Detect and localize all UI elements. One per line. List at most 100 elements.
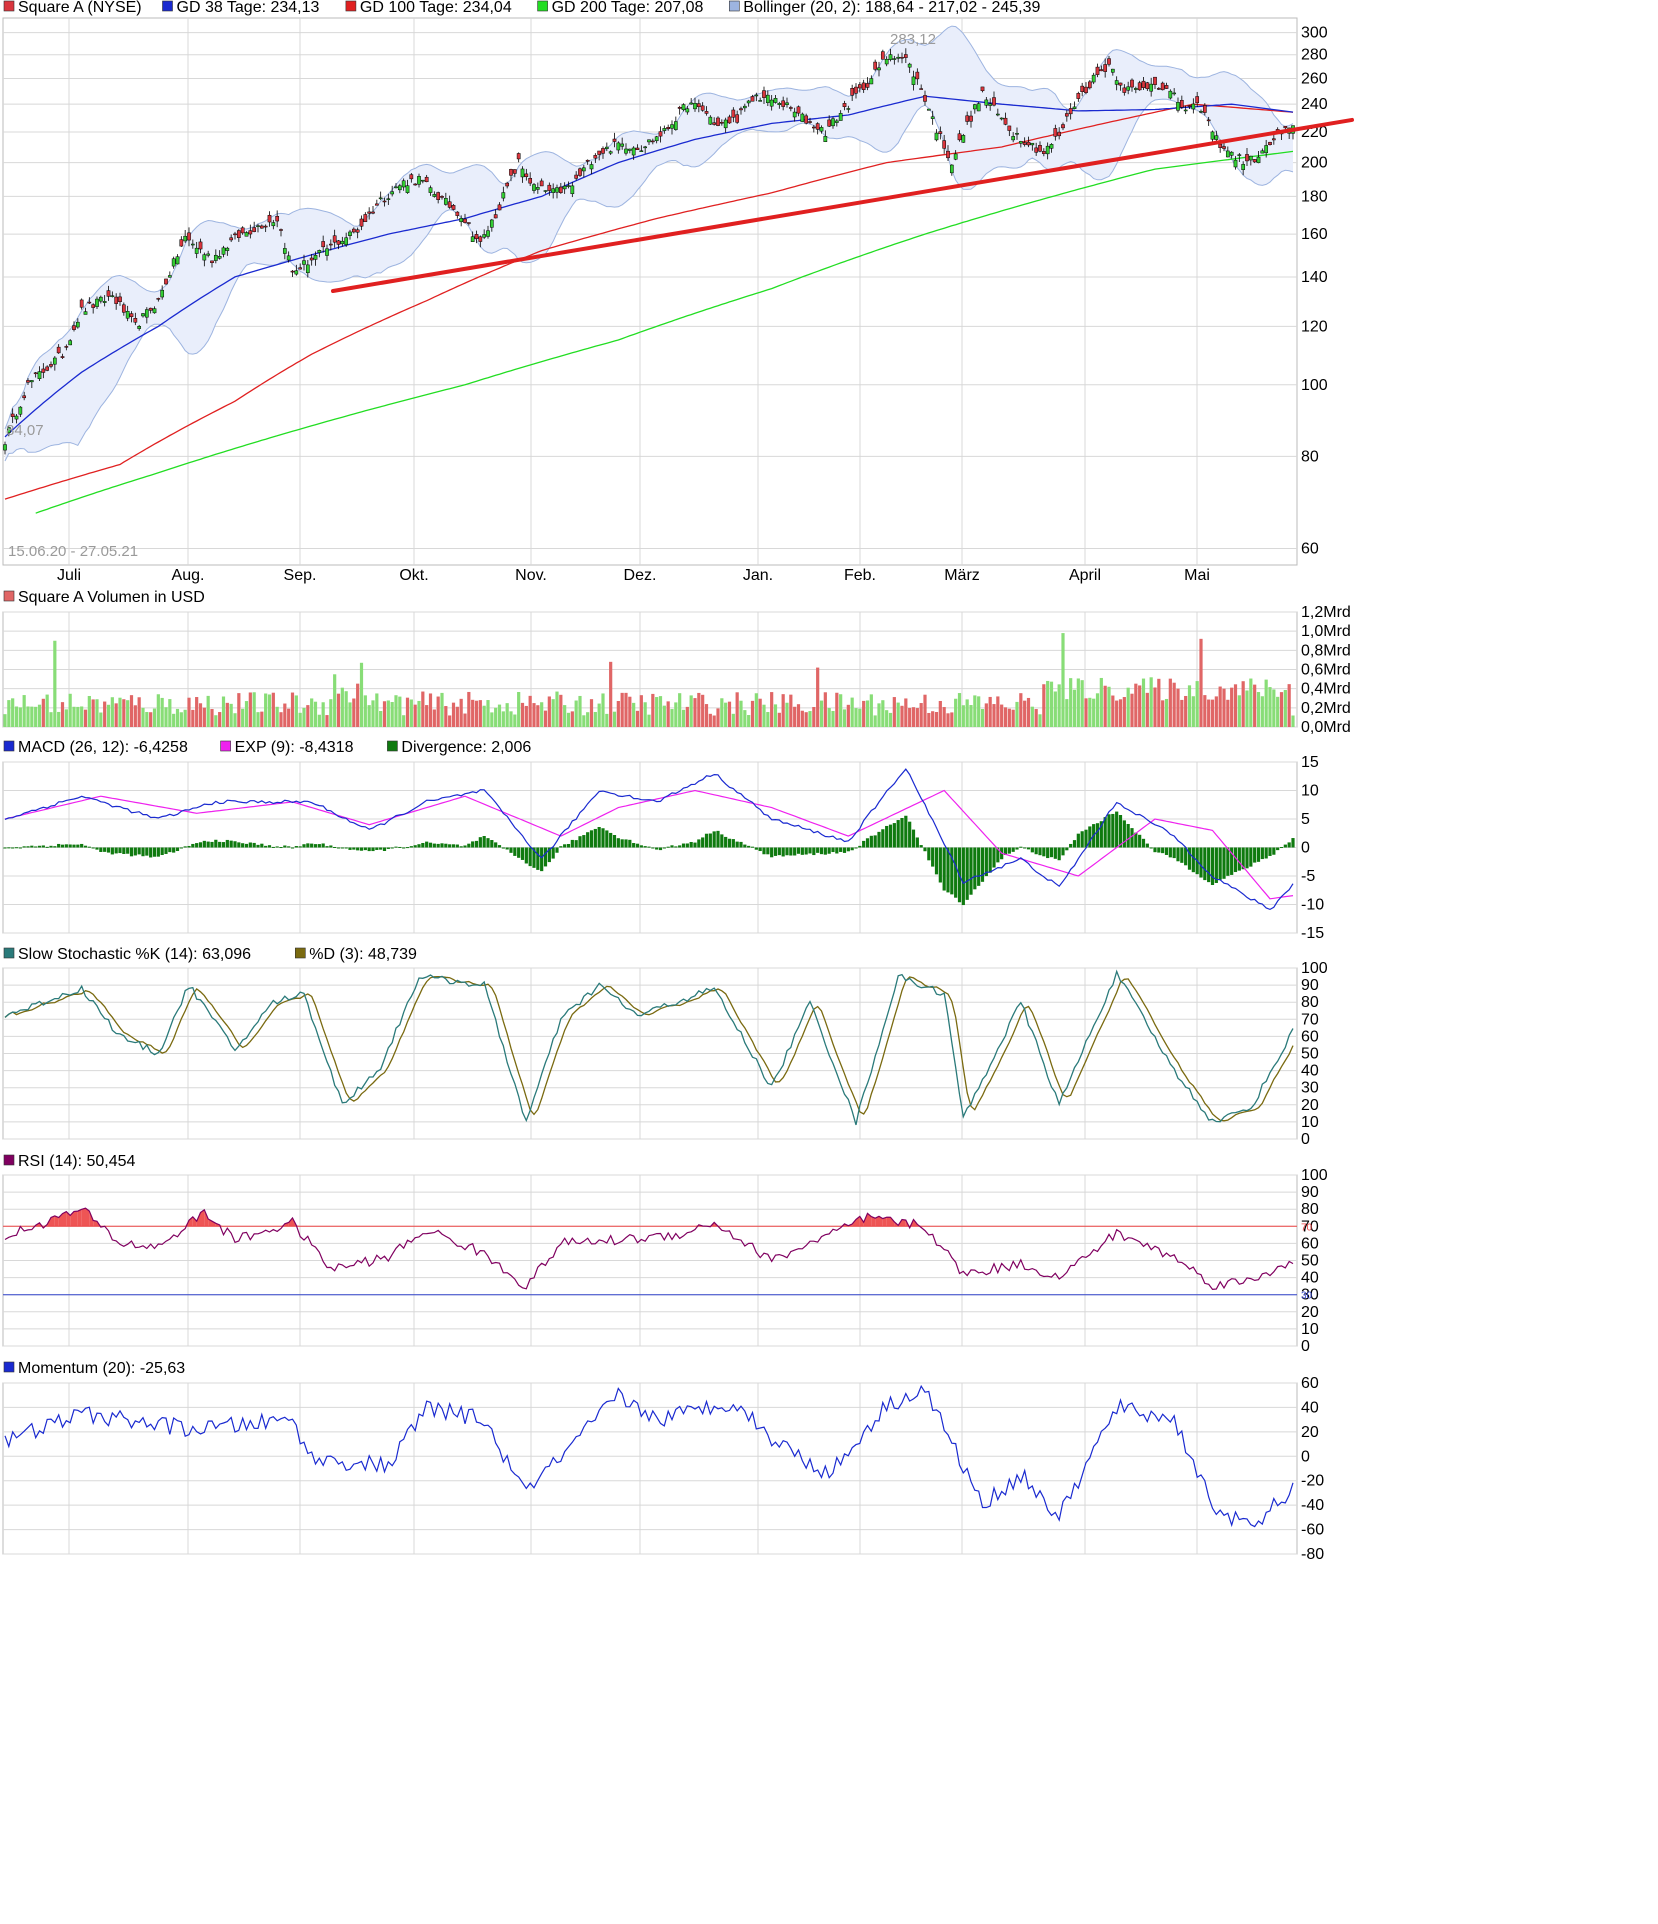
divergence-bar [313, 844, 318, 848]
candle-body [1133, 88, 1138, 90]
volume-bar [1264, 679, 1268, 727]
candle-body [919, 88, 924, 90]
price-candle [1030, 142, 1035, 151]
volume-bar [635, 710, 640, 727]
macd-tick-label: 5 [1301, 811, 1310, 828]
price-candle [693, 97, 697, 112]
divergence-bar [306, 843, 310, 848]
price-candle [390, 185, 395, 197]
volume-bar [80, 706, 84, 727]
volume-bar [911, 707, 916, 727]
divergence-bar [497, 845, 502, 848]
volume-bar [172, 713, 176, 727]
price-candle [41, 363, 46, 379]
candle-body [497, 204, 502, 211]
divergence-bar [145, 847, 149, 856]
candle-body [823, 136, 828, 142]
divergence-bar [83, 845, 88, 848]
volume-bar [76, 706, 80, 727]
divergence-bar [60, 844, 65, 848]
price-candle [394, 183, 398, 189]
divergence-bar [969, 847, 973, 895]
price-candle [850, 84, 855, 101]
divergence-bar [1049, 847, 1054, 858]
divergence-bar [1157, 847, 1161, 853]
divergence-bar [524, 847, 528, 864]
price-candle [566, 181, 571, 189]
price-candle [187, 227, 191, 247]
price-candle [298, 263, 303, 270]
divergence-bar [356, 847, 360, 851]
candle-body [1072, 106, 1077, 109]
volume-bar [888, 712, 893, 727]
volume-bar [823, 692, 827, 727]
price-candle [240, 226, 245, 235]
divergence-bar [555, 847, 559, 853]
candle-body [781, 100, 786, 107]
candle-body [512, 169, 517, 174]
volume-bar [716, 708, 720, 727]
volume-bar [869, 694, 873, 727]
volume-bar [160, 697, 164, 727]
volume-bar [486, 700, 490, 727]
divergence-bar [379, 847, 383, 850]
price-candle [543, 190, 548, 194]
rsi-tick-label: 30 [1301, 1287, 1319, 1304]
divergence-bar [938, 847, 942, 883]
divergence-bar [1118, 815, 1123, 848]
divergence-bar [26, 846, 30, 848]
price-candle [861, 79, 866, 93]
momentum-line [4, 1384, 1294, 1528]
volume-bar [697, 692, 701, 727]
candle-body [1153, 76, 1157, 85]
macd-exp-line [4, 789, 1294, 900]
price-candle [842, 100, 847, 111]
price-candle [160, 285, 165, 300]
volume-bar [800, 710, 804, 727]
price-candle [259, 224, 264, 229]
price-candle [451, 204, 456, 211]
rsi-overbought-fill [212, 1221, 216, 1227]
candle-body [923, 95, 927, 102]
volume-bar [961, 705, 965, 727]
volume-bar [18, 707, 22, 727]
volume-bar [1164, 698, 1169, 727]
divergence-bar [37, 845, 42, 848]
volume-bar [954, 698, 958, 727]
candle-body [635, 147, 640, 150]
candle-body [1095, 66, 1100, 75]
volume-bar [678, 693, 682, 727]
volume-bar [1122, 697, 1126, 727]
volume-bar [72, 706, 76, 727]
price-tick-label: 160 [1301, 226, 1328, 243]
price-candle [305, 259, 310, 278]
divergence-bar [233, 841, 237, 848]
divergence-bar [467, 843, 471, 848]
volume-bar [306, 705, 310, 727]
price-candle [976, 102, 981, 112]
gd100-line [4, 103, 1294, 500]
momentum-tick-label: -40 [1301, 1497, 1324, 1514]
price-candle [673, 116, 678, 131]
volume-bar [152, 708, 157, 727]
price-candle [1064, 110, 1069, 122]
divergence-bar [1134, 832, 1138, 848]
price-candle [133, 312, 138, 326]
divergence-bar [398, 846, 402, 848]
volume-bar [1076, 678, 1080, 727]
candle-body [202, 254, 207, 261]
macd-tick-label: 10 [1301, 783, 1319, 800]
price-candle [152, 306, 157, 314]
divergence-bar [796, 847, 801, 854]
price-candle [413, 183, 418, 186]
divergence-bar [1241, 847, 1245, 870]
candle-body [1237, 154, 1242, 156]
candle-body [574, 174, 579, 179]
price-candle [551, 183, 556, 199]
candle-body [443, 198, 448, 205]
rsi-overbought-fill [902, 1219, 906, 1227]
divergence-bar [72, 844, 76, 848]
divergence-bar [911, 829, 916, 848]
volume-bar [1141, 678, 1146, 727]
candle-body [1241, 164, 1246, 170]
